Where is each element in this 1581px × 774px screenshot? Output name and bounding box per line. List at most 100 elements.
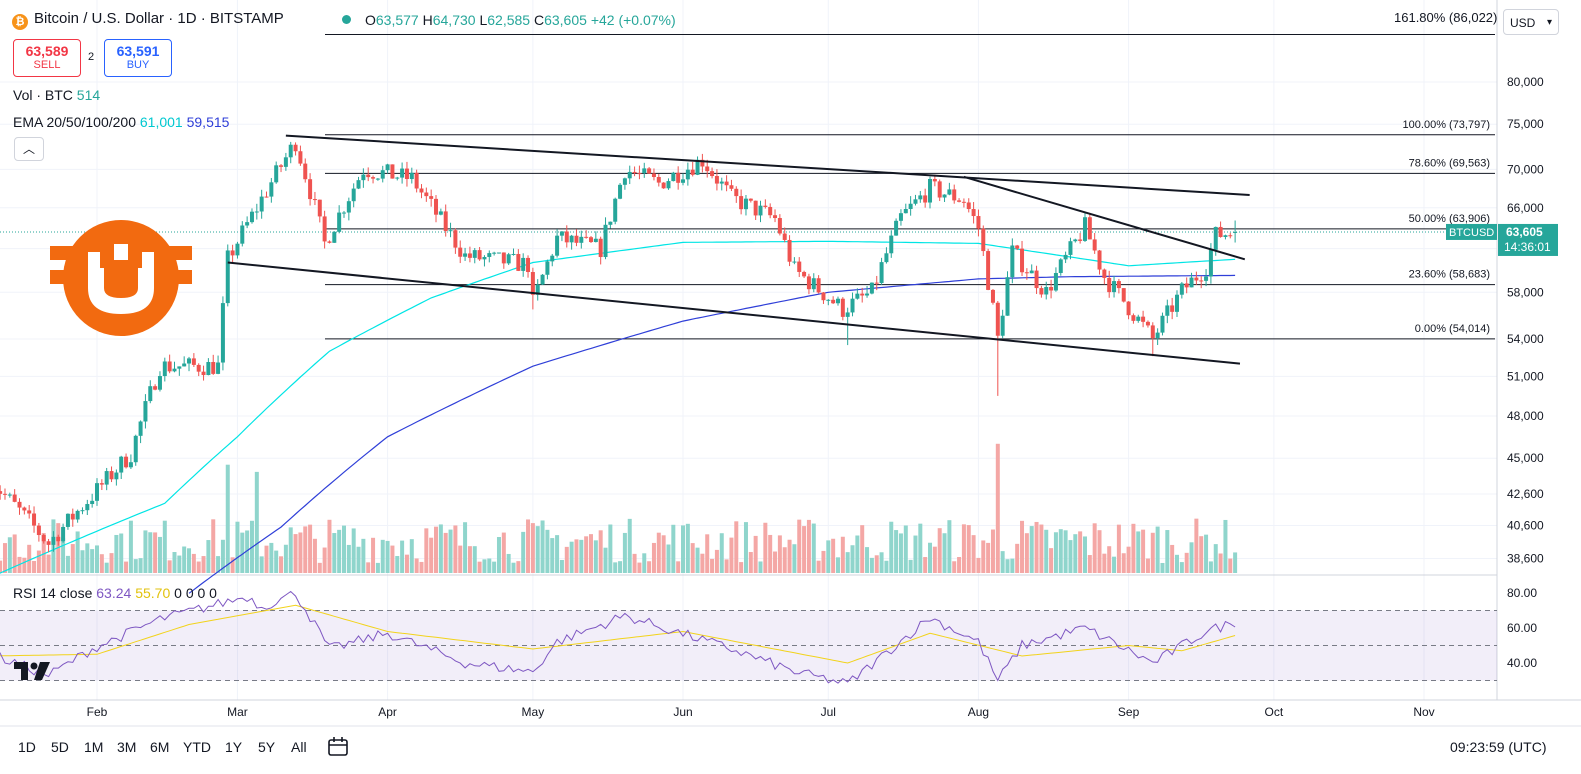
candle-body (114, 472, 119, 480)
volume-bar (157, 536, 162, 573)
volume-bar (966, 525, 971, 573)
volume-bar (308, 524, 313, 573)
range-ytd-button[interactable]: YTD (183, 739, 211, 755)
candle-body (986, 251, 991, 290)
candle-body (274, 165, 279, 183)
candle-body (676, 172, 681, 183)
volume-bar (453, 525, 458, 573)
volume-bar (1199, 536, 1204, 573)
candle-body (961, 201, 966, 203)
volume-bar (95, 545, 99, 573)
candle-body (593, 238, 598, 243)
candle-body (177, 366, 182, 369)
volume-bar (1160, 562, 1165, 573)
range-6m-button[interactable]: 6M (150, 739, 170, 755)
candle-body (99, 483, 104, 485)
candle-body (729, 185, 734, 189)
volume-bar (995, 443, 1000, 573)
volume-bar (351, 528, 356, 573)
volume-bar (768, 534, 773, 573)
bitcoin-logo-icon (50, 220, 192, 336)
low-value: 62,585 (487, 12, 531, 28)
candle-body (923, 195, 928, 203)
candle-body (685, 169, 690, 180)
fib-level-label: 0.00% (54,014) (1415, 323, 1490, 335)
candle-body (104, 471, 109, 485)
candle-body (734, 188, 739, 197)
candle-body (148, 386, 153, 402)
candle-body (90, 500, 95, 505)
volume-bar (191, 553, 196, 573)
candle-body (1112, 281, 1117, 293)
range-1m-button[interactable]: 1M (84, 739, 104, 755)
candle-body (424, 192, 429, 197)
ema-legend[interactable]: EMA 20/50/100/200 61,001 59,515 (13, 114, 229, 130)
sell-price: 63,589 (25, 43, 69, 59)
range-1d-button[interactable]: 1D (18, 739, 36, 755)
candle-body (903, 209, 908, 214)
volume-bar (506, 553, 511, 573)
utc-clock[interactable]: 09:23:59 (UTC) (1450, 739, 1547, 755)
rsi-legend[interactable]: RSI 14 close 63.24 55.70 0 0 0 0 (13, 585, 217, 601)
volume-label: Vol · BTC (13, 87, 73, 103)
candle-body (1020, 248, 1025, 273)
price-tick-label: 66,000 (1507, 201, 1544, 215)
candle-body (613, 198, 618, 222)
volume-bar (874, 555, 879, 573)
candle-body (768, 206, 773, 216)
candle-body (187, 358, 192, 364)
symbol-header[interactable]: ₿ Bitcoin / U.S. Dollar · 1D · BITSTAMP (12, 10, 284, 30)
volume-bar (661, 535, 666, 573)
rsi-line (0, 590, 1236, 684)
volume-bar (714, 549, 719, 573)
volume-bar (928, 542, 933, 573)
range-1y-button[interactable]: 1Y (225, 739, 243, 755)
candle-body (821, 292, 826, 301)
volume-bar (961, 524, 966, 573)
volume-bar (855, 535, 860, 573)
volume-bar (1078, 531, 1083, 573)
candle-body (811, 278, 816, 290)
candle-body (124, 456, 129, 468)
volume-bar (1170, 544, 1175, 573)
volume-bar (230, 557, 235, 573)
candle-body (279, 165, 284, 167)
volume-legend[interactable]: Vol · BTC 514 (13, 87, 100, 103)
volume-bar (671, 524, 676, 573)
sell-button[interactable]: 63,589 SELL (13, 39, 81, 77)
candle-body (1121, 288, 1126, 302)
candle-body (928, 178, 933, 203)
range-5d-button[interactable]: 5D (51, 739, 69, 755)
date-range-icon[interactable] (327, 736, 349, 761)
candle-body (400, 168, 405, 178)
candle-body (390, 164, 395, 179)
tradingview-logo-icon[interactable] (14, 660, 54, 682)
candle-body (661, 182, 666, 189)
currency-select[interactable]: USD ▾ (1503, 9, 1559, 35)
volume-bar (777, 535, 782, 573)
collapse-legend-button[interactable]: ︿ (14, 137, 44, 161)
buy-button[interactable]: 63,591 BUY (104, 39, 172, 77)
volume-bar (128, 520, 133, 573)
volume-bar (584, 536, 589, 573)
candle-body (409, 172, 414, 180)
candle-body (361, 174, 366, 181)
candle-body (584, 236, 589, 238)
candle-body (1102, 269, 1107, 278)
volume-bar (1039, 524, 1044, 573)
volume-bar (952, 561, 957, 573)
candle-body (516, 253, 521, 271)
buy-price: 63,591 (116, 43, 160, 59)
volume-bar (618, 561, 623, 573)
candle-body (254, 211, 259, 213)
candle-body (65, 513, 70, 527)
ema-cyan-line (0, 240, 1236, 574)
volume-bar (220, 539, 225, 573)
range-all-button[interactable]: All (291, 739, 307, 755)
volume-bar (1213, 544, 1218, 573)
range-5y-button[interactable]: 5Y (258, 739, 276, 755)
volume-bar (1068, 540, 1073, 573)
volume-bar (656, 532, 661, 573)
range-3m-button[interactable]: 3M (117, 739, 137, 755)
